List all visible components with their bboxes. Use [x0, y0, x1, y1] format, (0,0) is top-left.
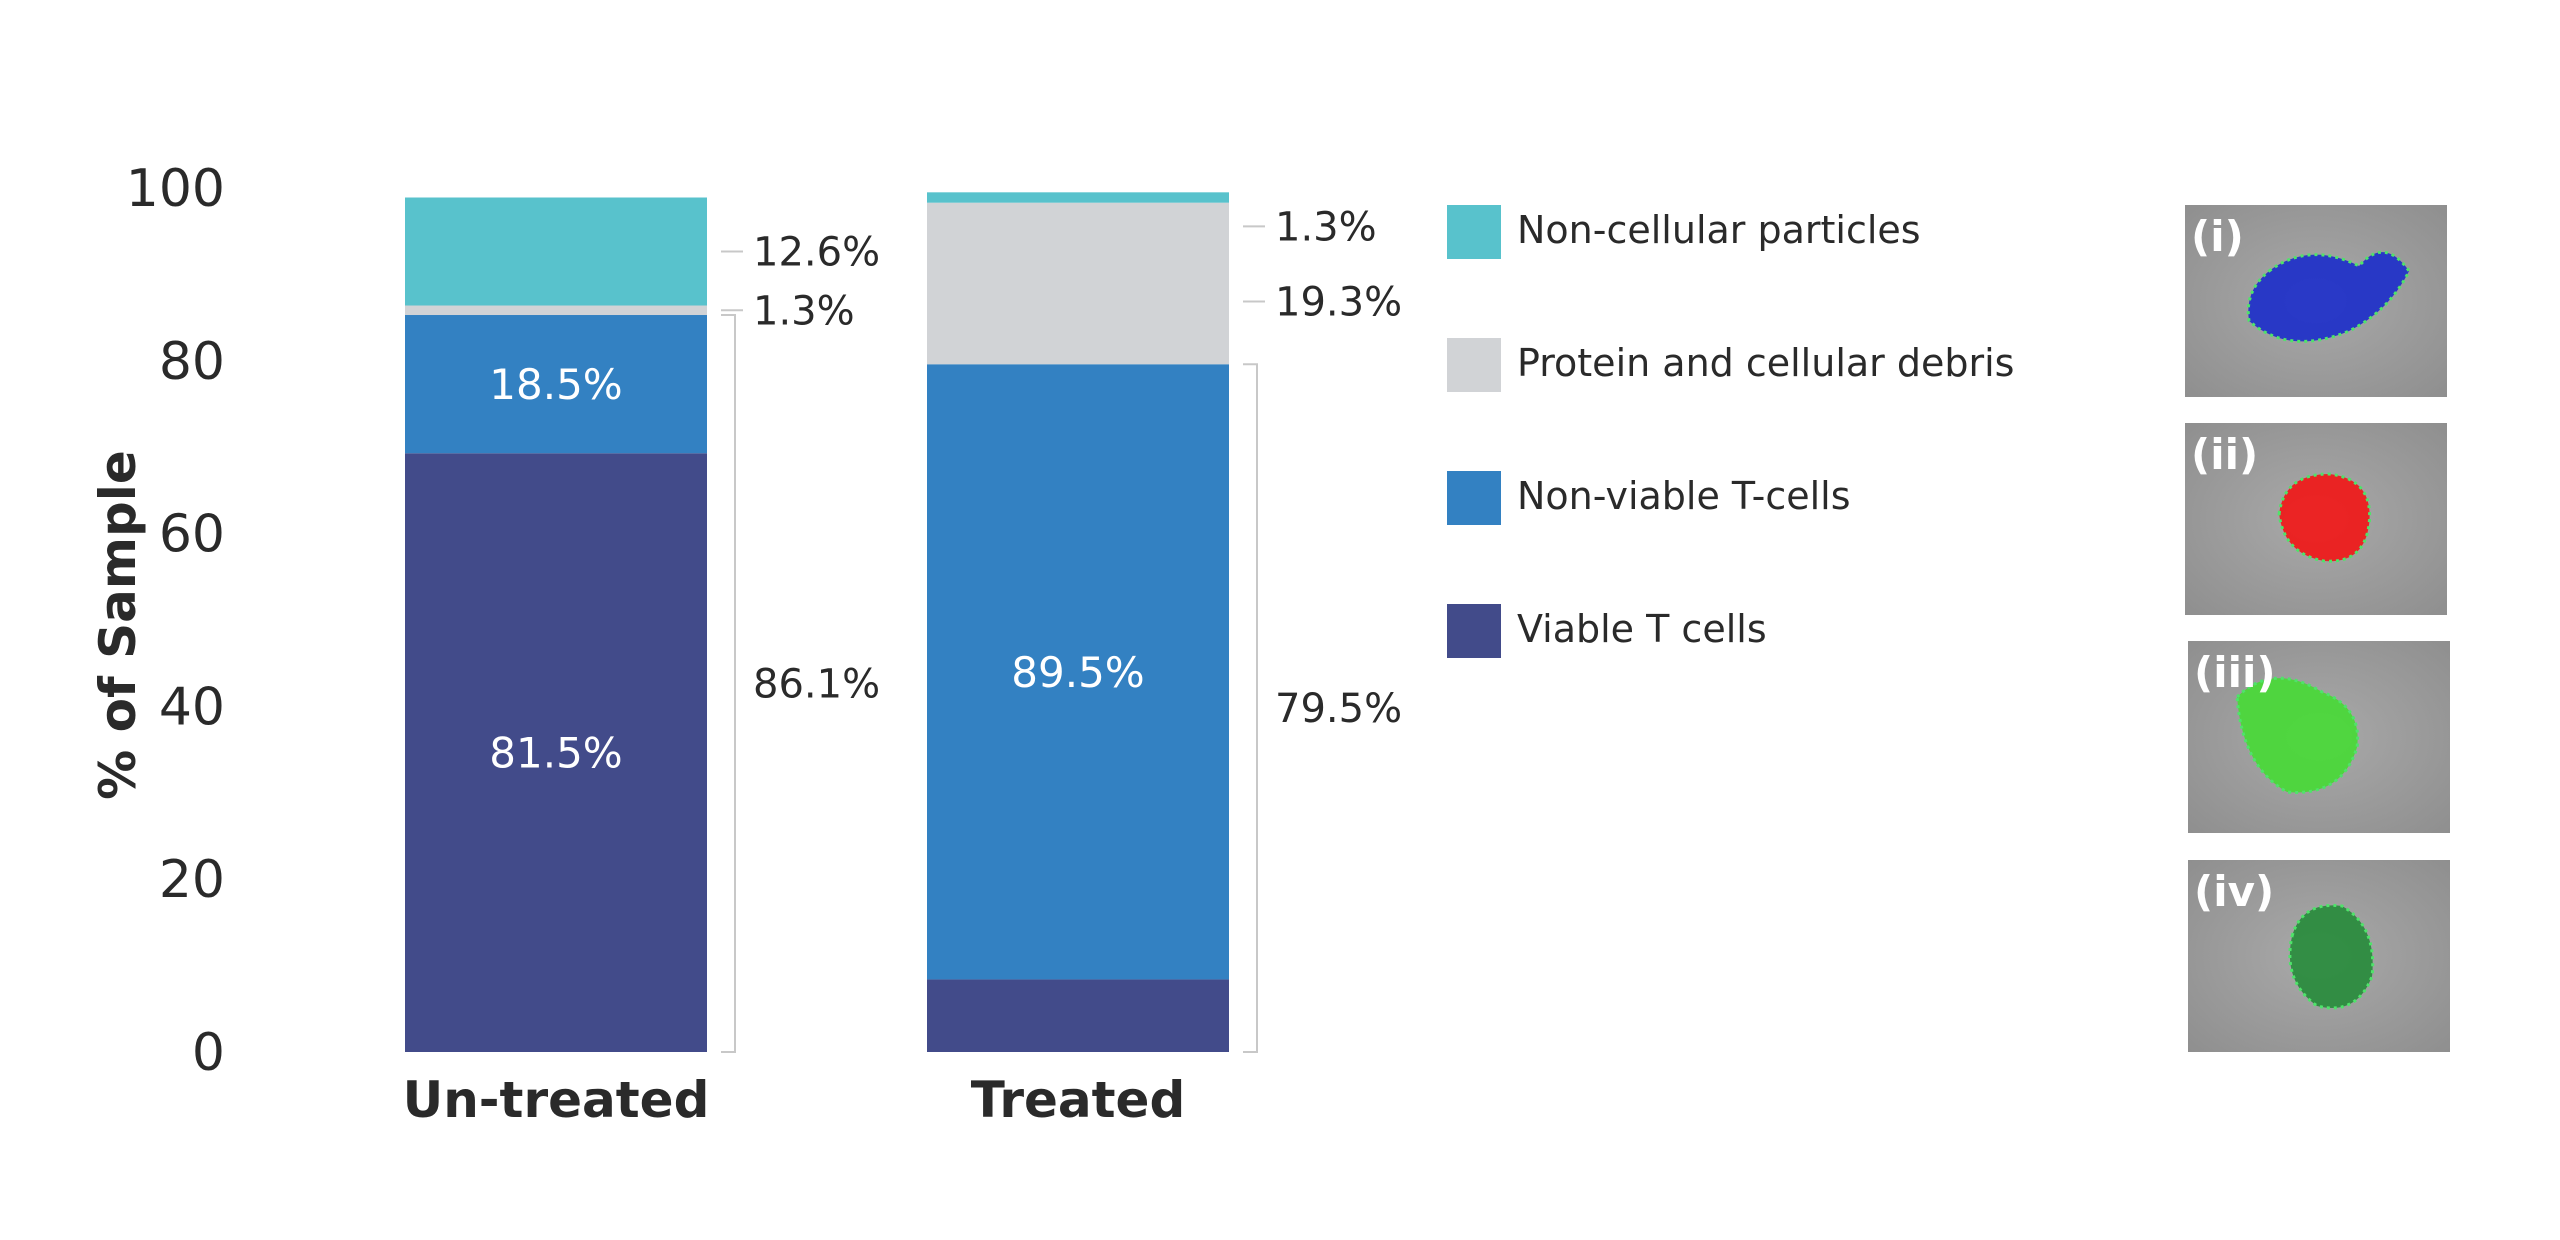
bracket-label-bottom: 86.1%	[753, 662, 880, 708]
category-label: Treated	[971, 1071, 1186, 1129]
cell-outline	[2277, 472, 2372, 563]
legend-label: Non-viable T-cells	[1517, 474, 1851, 518]
y-tick-label: 60	[159, 505, 225, 565]
panel-label: (iv)	[2194, 867, 2274, 916]
legend-swatch	[1447, 338, 1501, 392]
bracket-line	[1243, 363, 1258, 1053]
legend-label: Protein and cellular debris	[1517, 341, 2014, 385]
bracket-label-top: 12.6%	[753, 230, 880, 276]
y-axis-label: % of Sample	[89, 450, 147, 800]
micrograph-panel: (iii)	[2188, 641, 2450, 833]
micrograph-panel: (ii)	[2185, 423, 2447, 615]
legend-swatch	[1447, 205, 1501, 259]
bar-segment	[927, 979, 1229, 1052]
bar-data-label: 81.5%	[489, 729, 622, 778]
cell-image	[2237, 678, 2358, 793]
bracket-label-top: 1.3%	[1275, 204, 1377, 250]
legend-label: Non-cellular particles	[1517, 208, 1921, 252]
category-label: Un-treated	[403, 1071, 710, 1129]
legend-label: Viable T cells	[1517, 607, 1767, 651]
y-tick-label: 0	[192, 1023, 225, 1083]
y-tick-label: 40	[159, 677, 225, 737]
bar-segment	[405, 305, 707, 316]
bar-segment	[927, 364, 1229, 980]
bar-data-label: 89.5%	[1011, 648, 1144, 697]
legend-swatch	[1447, 471, 1501, 525]
micrograph-panel: (iv)	[2188, 860, 2450, 1052]
bar-segment	[927, 202, 1229, 365]
cell-image	[2248, 252, 2410, 342]
panel-label: (i)	[2191, 212, 2244, 261]
micrograph-panel: (i)	[2185, 205, 2447, 397]
bar-segment	[405, 453, 707, 1052]
bar-segment	[927, 192, 1229, 203]
bracket-labels: 12.6% 1.3% 86.1% 1.3% 19.3% 79.5%	[721, 204, 1402, 1053]
cell-outline	[2235, 676, 2360, 794]
bars: 81.5% 18.5% Un-treated 89.5% Treated	[403, 192, 1229, 1129]
bar-data-label: 18.5%	[489, 360, 622, 409]
legend: Non-cellular particles Protein and cellul…	[1447, 205, 2014, 658]
y-tick-label: 80	[159, 332, 225, 392]
panel-label: (ii)	[2191, 430, 2258, 479]
panel-label: (iii)	[2194, 648, 2276, 697]
bracket-label-mid: 19.3%	[1275, 279, 1402, 325]
bar-segment	[405, 315, 707, 454]
bar-segment	[405, 197, 707, 306]
bracket-line	[721, 314, 736, 1053]
y-axis: 0 20 40 60 80 100	[126, 159, 225, 1083]
y-tick-label: 100	[126, 159, 225, 219]
y-tick-label: 20	[159, 850, 225, 910]
bracket-label-bottom: 79.5%	[1275, 686, 1402, 732]
cell-image	[2289, 905, 2373, 1008]
cell-image	[2279, 474, 2370, 562]
cell-outline	[2246, 250, 2411, 343]
micrograph-panels: (i) (ii) (iii) (iv)	[2185, 205, 2450, 1052]
bracket-label-mid: 1.3%	[753, 288, 855, 334]
legend-swatch	[1447, 604, 1501, 658]
